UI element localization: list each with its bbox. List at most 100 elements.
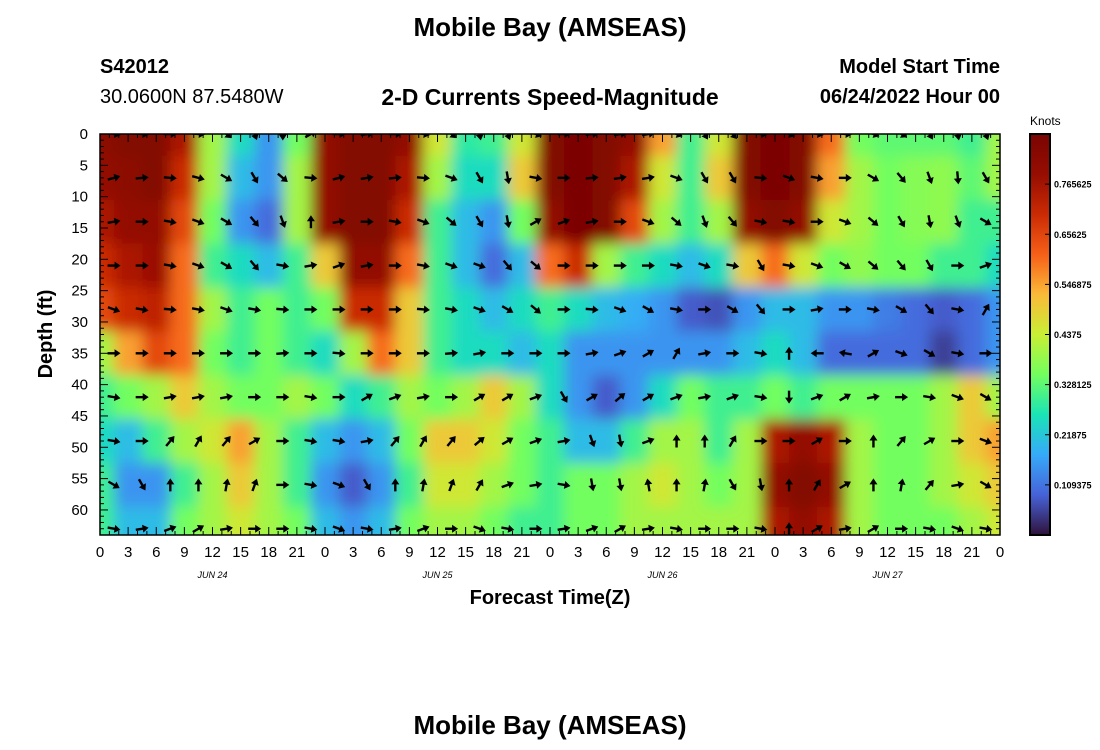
speed-cell	[817, 134, 846, 157]
speed-cell	[648, 199, 678, 245]
colorbar-tick-label: 0.4375	[1054, 330, 1082, 340]
speed-cell	[507, 243, 537, 289]
direction-arrow	[137, 478, 146, 491]
direction-arrow	[895, 305, 908, 314]
speed-cell	[254, 199, 284, 245]
direction-arrow	[248, 349, 262, 358]
direction-arrow	[220, 217, 233, 226]
direction-arrow	[529, 349, 543, 358]
direction-arrow	[362, 478, 371, 491]
speed-cell	[845, 199, 875, 245]
x-tick-label: 12	[429, 544, 446, 561]
direction-arrow	[220, 349, 234, 358]
direction-arrow	[304, 437, 318, 446]
direction-arrow	[588, 434, 597, 448]
station-coordinates: 30.0600N 87.5480W	[100, 86, 284, 108]
speed-cell	[170, 462, 200, 508]
speed-cell	[648, 462, 678, 508]
direction-arrow	[557, 524, 571, 533]
speed-cell	[198, 243, 228, 289]
direction-arrow	[163, 393, 177, 402]
direction-arrow	[641, 437, 655, 445]
model-start-label: Model Start Time	[839, 56, 1000, 78]
direction-arrow	[360, 261, 374, 270]
direction-arrow	[754, 173, 768, 182]
direction-arrow	[924, 303, 934, 315]
direction-arrow	[419, 478, 428, 492]
x-tick-label: 0	[96, 544, 104, 561]
direction-arrow	[641, 261, 655, 270]
direction-arrow	[501, 305, 514, 314]
direction-arrow	[925, 259, 934, 272]
direction-arrow	[728, 478, 737, 491]
speed-cell	[100, 155, 115, 201]
direction-arrow	[925, 215, 934, 229]
x-tick-label: 3	[574, 544, 582, 561]
direction-arrow	[726, 305, 739, 314]
direction-arrow	[107, 217, 121, 226]
direction-arrow	[248, 524, 262, 533]
speed-cell	[423, 199, 453, 245]
speed-cell	[507, 199, 537, 245]
direction-arrow	[698, 305, 712, 314]
colorbar-label: Knots	[1030, 114, 1061, 128]
speed-cell	[845, 134, 875, 157]
direction-arrow	[923, 437, 936, 446]
direction-arrow	[613, 217, 627, 226]
speed-cell	[845, 243, 875, 289]
direction-arrow	[163, 524, 177, 533]
direction-arrow	[276, 261, 290, 270]
direction-arrow	[165, 436, 175, 447]
direction-arrow	[390, 436, 400, 447]
speed-cell	[339, 134, 368, 157]
speed-cell	[479, 199, 509, 245]
direction-arrow	[501, 480, 514, 489]
direction-arrow	[782, 217, 796, 226]
speed-cell	[873, 331, 903, 376]
direction-arrow	[895, 524, 909, 533]
speed-cell	[620, 287, 650, 332]
station-id: S42012	[100, 56, 169, 78]
direction-arrow	[557, 217, 571, 226]
direction-arrow	[445, 393, 459, 402]
direction-arrow	[785, 390, 794, 404]
speed-cell	[901, 287, 931, 332]
plot-title: 2-D Currents Speed-Magnitude	[381, 84, 719, 110]
speed-cell	[451, 199, 481, 245]
direction-arrow	[838, 349, 852, 358]
direction-arrow	[276, 524, 290, 533]
x-tick-label: 3	[799, 544, 807, 561]
x-day-label: JUN 25	[421, 570, 453, 580]
speed-cell	[100, 506, 115, 535]
colorbar-tick-label: 0.546875	[1054, 280, 1092, 290]
speed-cell	[704, 419, 734, 464]
direction-arrow	[249, 215, 259, 227]
speed-cell	[760, 134, 790, 157]
direction-arrow	[979, 349, 993, 358]
x-tick-label: 0	[996, 544, 1004, 561]
speed-cell	[789, 134, 818, 157]
speed-cell	[226, 243, 256, 289]
direction-arrow	[585, 173, 599, 182]
speed-cell	[535, 134, 565, 157]
speed-cell	[676, 419, 706, 464]
y-tick-label: 30	[71, 314, 88, 331]
direction-arrow	[726, 261, 740, 270]
direction-arrow	[641, 218, 655, 226]
direction-arrow	[979, 524, 993, 533]
direction-arrow	[503, 171, 512, 185]
direction-arrow	[306, 215, 315, 229]
speed-cell	[676, 155, 706, 201]
speed-cell	[479, 134, 509, 157]
speed-cell	[451, 134, 481, 157]
direction-arrow	[926, 171, 934, 184]
x-tick-label: 15	[682, 544, 699, 561]
direction-arrow	[416, 305, 430, 314]
y-tick-label: 0	[80, 126, 88, 143]
direction-arrow	[276, 305, 290, 314]
speed-cell	[479, 375, 509, 420]
speed-cell	[957, 375, 987, 420]
direction-arrow	[924, 479, 934, 491]
speed-cell	[100, 419, 115, 464]
